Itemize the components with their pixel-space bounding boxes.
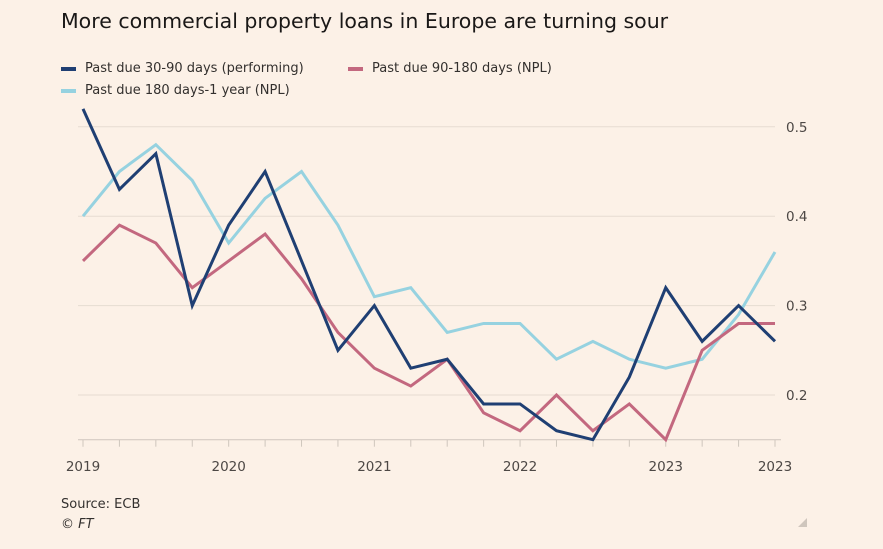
legend-item-180-1y: Past due 180 days-1 year (NPL)	[61, 83, 290, 98]
chart-title: More commercial property loans in Europe…	[61, 9, 669, 33]
source-note: Source: ECB	[61, 497, 141, 512]
legend-item-30-90: Past due 30-90 days (performing)	[61, 61, 304, 76]
x-tick-label: 2023	[649, 459, 683, 475]
series-line-1	[81, 223, 775, 443]
legend-swatch	[61, 88, 76, 93]
y-tick-label: 0.4	[786, 209, 807, 225]
x-tick-label: 2023	[758, 459, 792, 475]
x-tick-label: 2019	[66, 459, 100, 475]
x-tick-label: 2020	[212, 459, 246, 475]
y-tick-label: 0.5	[786, 120, 807, 136]
legend-label: Past due 30-90 days (performing)	[85, 61, 304, 76]
resize-handle-icon	[798, 518, 807, 527]
series-line-2	[81, 142, 777, 370]
y-tick-label: 0.2	[786, 388, 807, 404]
y-tick-label: 0.3	[786, 299, 807, 315]
series-line-0	[81, 108, 777, 442]
x-tick-label: 2022	[503, 459, 537, 475]
x-tick-label: 2021	[357, 459, 391, 475]
legend-swatch	[61, 66, 76, 71]
legend-swatch	[348, 66, 363, 71]
legend-label: Past due 90-180 days (NPL)	[372, 61, 552, 76]
ft-credit: © FT	[61, 517, 94, 532]
legend-label: Past due 180 days-1 year (NPL)	[85, 83, 290, 98]
legend-item-90-180: Past due 90-180 days (NPL)	[348, 61, 552, 76]
